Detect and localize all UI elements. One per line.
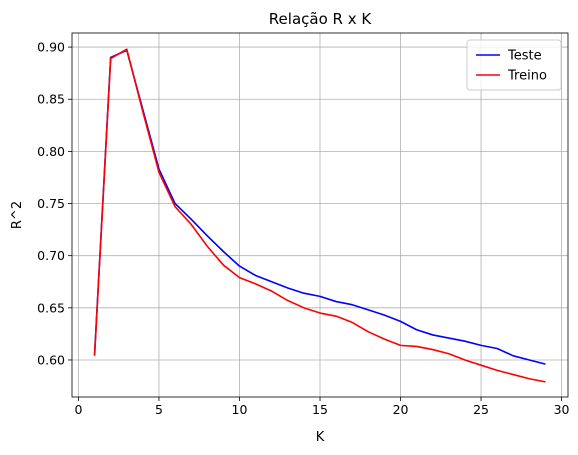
y-tick-label: 0.90 [37,40,65,55]
series-line-treino [93,48,546,383]
x-axis-label: K [316,430,325,445]
legend-label-treino: Treino [507,69,547,84]
x-tick-label: 5 [155,402,163,417]
legend-box [466,39,562,91]
y-tick-label: 0.85 [37,92,65,107]
grid [72,33,568,397]
y-tick-label: 0.75 [37,196,65,211]
y-axis: 0.60 0.65 0.70 0.75 0.80 0.85 0.90 [37,40,72,367]
legend: Teste Treino [466,39,562,91]
chart-title: Relação R x K [269,10,373,28]
x-axis: 0 5 10 15 20 25 30 [74,397,570,417]
y-tick-label: 0.70 [37,248,65,263]
x-tick-label: 15 [312,402,328,417]
x-tick-label: 10 [232,402,248,417]
x-tick-label: 0 [74,402,82,417]
x-tick-label: 20 [393,402,409,417]
x-tick-label: 30 [554,402,570,417]
y-tick-label: 0.60 [37,352,65,367]
y-axis-label: R^2 [10,201,25,229]
y-tick-label: 0.65 [37,300,65,315]
series-lines [93,48,546,383]
x-tick-label: 25 [473,402,489,417]
y-tick-label: 0.80 [37,144,65,159]
legend-label-teste: Teste [507,49,542,64]
series-line-teste [93,49,546,365]
